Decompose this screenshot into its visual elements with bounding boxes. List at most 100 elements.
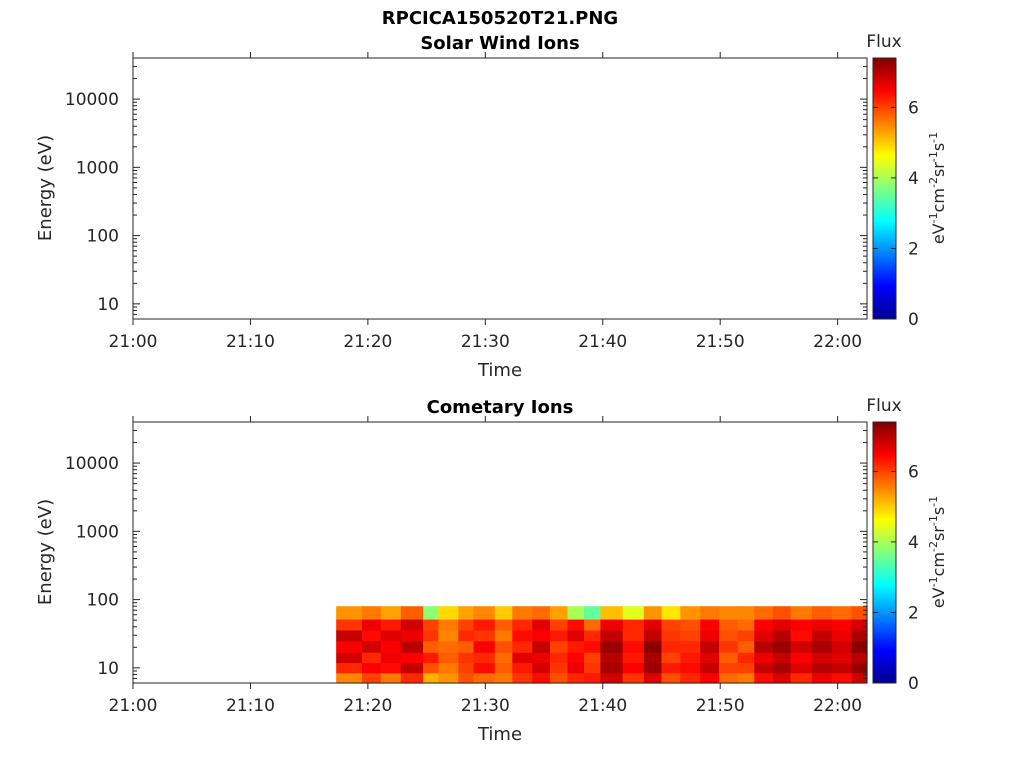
heatmap-cell [700,629,720,642]
heatmap-cell [737,652,755,664]
heatmap-cell [811,640,833,653]
heatmap-cell [458,618,475,631]
heatmap-cell [737,672,755,684]
heatmap-cell [494,662,513,674]
heatmap-cell [700,652,720,664]
heatmap-cell [680,672,701,684]
heatmap-cell [680,640,701,653]
heatmap-cell [512,606,533,620]
heatmap-cell [851,672,868,684]
heatmap-cell [754,652,774,664]
heatmap-cell [473,618,496,631]
heatmap-cell [583,629,602,642]
x-tick-label: 22:00 [813,332,862,352]
heatmap-cell [790,629,813,642]
heatmap-cell [700,618,720,631]
heatmap-cell [362,618,382,631]
x-tick-label: 21:40 [578,696,627,716]
heatmap-cell [512,640,533,653]
y-tick-label: 100 [87,591,119,611]
y-axis-ticks: 10 100 1000 10000 [65,421,867,684]
heatmap-cell [719,662,739,674]
heatmap-cell [643,629,663,642]
heatmap-cell [622,672,645,684]
heatmap-cell [790,606,813,620]
x-tick-label: 21:30 [461,332,510,352]
heatmap-cell [600,629,624,642]
y-tick-label: 10 [97,295,119,315]
x-tick-label: 21:20 [343,332,392,352]
colorbar-tick-label: 0 [908,674,919,694]
colorbar-tick-label: 6 [908,98,919,118]
heatmap-cell [661,606,681,620]
heatmap-cell [700,662,720,674]
heatmap-cell [458,662,475,674]
heatmap-cell [549,629,569,642]
heatmap-cell [567,629,585,642]
colorbar-tick-label: 6 [908,462,919,482]
heatmap-cell [532,640,551,653]
heatmap-cell [494,640,513,653]
heatmap-cell [567,662,585,674]
heatmap-cell [790,672,813,684]
heatmap-cell [622,606,645,620]
heatmap-cell [423,672,439,684]
y-tick-label: 1000 [76,522,119,542]
heatmap-cell [773,606,792,620]
heatmap-cell [549,652,569,664]
heatmap-cell [567,652,585,664]
x-tick-label: 21:50 [696,696,745,716]
heatmap-cell [719,629,739,642]
heatmap-cell [600,672,624,684]
x-tick-label: 21:20 [343,696,392,716]
heatmap-cell [438,652,459,664]
heatmap-cell [458,640,475,653]
y-tick-label: 100 [87,227,119,247]
y-tick-label: 10000 [65,90,119,110]
heatmap-cell [773,640,792,653]
heatmap-cell [661,652,681,664]
heatmap-cell [423,662,439,674]
heatmap-cell [362,629,382,642]
heatmap-cell [532,662,551,674]
heatmap-cell [600,662,624,674]
y-tick-label: 10 [97,659,119,679]
heatmap-cell [680,662,701,674]
heatmap-cell [811,629,833,642]
heatmap-cell [737,606,755,620]
y-axis-ticks: 10 100 1000 10000 [65,57,867,320]
heatmap-cell [831,672,853,684]
heatmap-cell [458,606,475,620]
heatmap-cell [700,606,720,620]
heatmap-cell [754,672,774,684]
heatmap-cell [680,606,701,620]
heatmap-cell [336,640,363,653]
heatmap-cell [362,640,382,653]
colorbar [872,57,897,320]
x-tick-label: 21:00 [109,696,158,716]
heatmap-cell [380,640,402,653]
colorbar-unit: eV-1cm-2sr-1s-1 [927,496,948,608]
heatmap-cell [512,652,533,664]
heatmap-cell [643,672,663,684]
heatmap-cell [362,652,382,664]
heatmap-cell [790,662,813,674]
heatmap-cell [400,652,424,664]
y-tick-label: 1000 [76,158,119,178]
heatmap-cell [773,652,792,664]
heatmap-cell [336,629,363,642]
heatmap-cell [423,652,439,664]
heatmap-cell [494,618,513,631]
heatmap-cell [567,672,585,684]
heatmap-cell [473,640,496,653]
heatmap-cell [831,662,853,674]
heatmap-cell [532,652,551,664]
colorbar-ticks: 0 2 4 6 [873,462,919,694]
heatmap-cell [458,629,475,642]
heatmap-cell [754,629,774,642]
heatmap-cell [680,618,701,631]
heatmap-cell [362,606,382,620]
heatmap-cell [754,640,774,653]
heatmap-cell [773,629,792,642]
heatmap-cell [583,618,602,631]
